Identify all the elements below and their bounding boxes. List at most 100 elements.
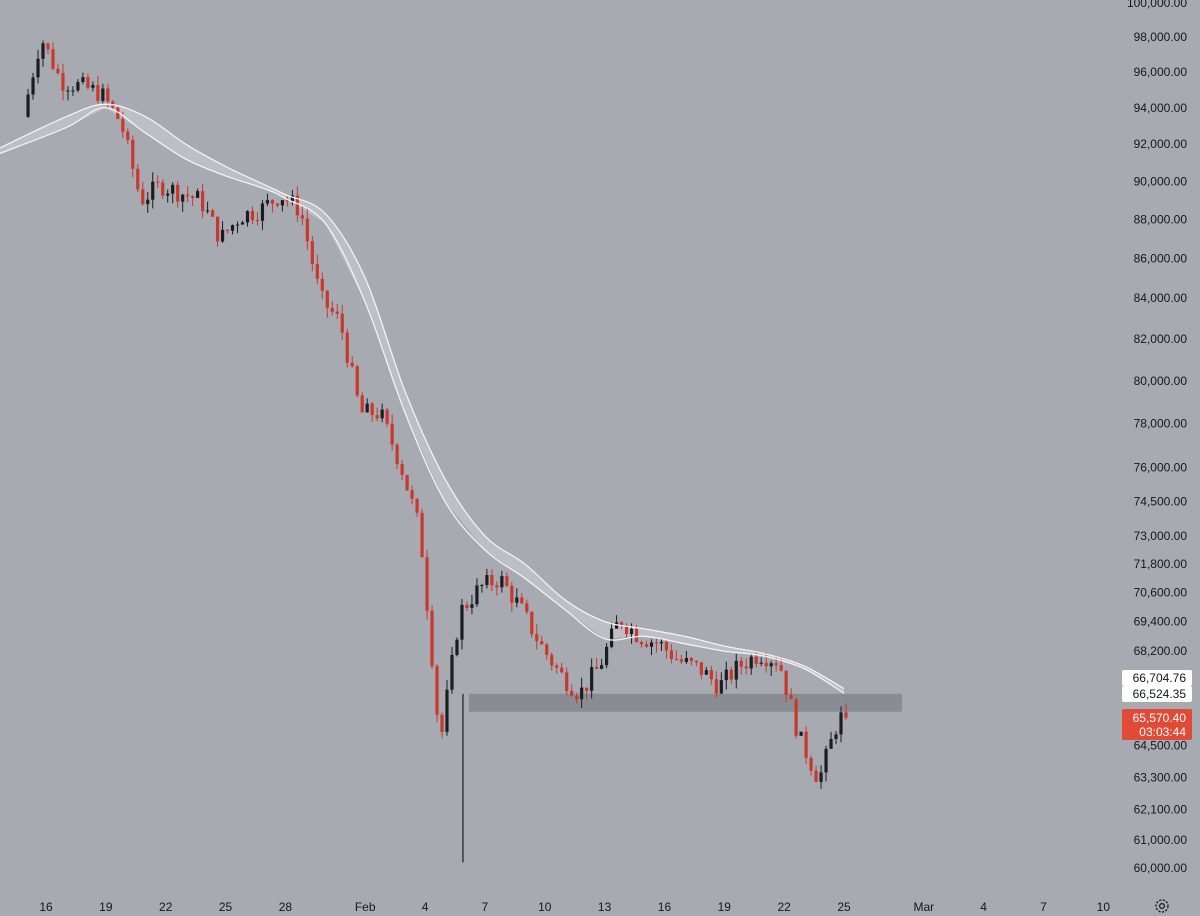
candle-body — [201, 191, 205, 212]
countdown-label: 03:03:44 — [1139, 725, 1186, 739]
y-tick-label: 61,000.00 — [1134, 833, 1188, 847]
y-tick-label: 86,000.00 — [1134, 251, 1188, 265]
candle-body — [335, 311, 339, 314]
candle-body — [679, 659, 684, 662]
candle-body — [66, 90, 70, 92]
candle-body — [126, 131, 130, 140]
candle-body — [31, 77, 35, 95]
candle-body — [629, 628, 634, 635]
candle-body — [674, 659, 679, 661]
candle-body — [300, 215, 304, 219]
candle-body — [560, 667, 564, 673]
gear-icon[interactable] — [1155, 899, 1169, 913]
x-tick-label: 19 — [718, 900, 732, 914]
x-tick-label: 4 — [422, 900, 429, 914]
candle-body — [819, 772, 823, 782]
candle-body — [86, 77, 90, 88]
candle-body — [600, 665, 604, 669]
y-tick-label: 64,500.00 — [1134, 739, 1188, 753]
candle-body — [101, 88, 105, 101]
ma-lower-tag-label: 66,524.35 — [1133, 687, 1187, 701]
candle-body — [634, 628, 639, 643]
y-tick-label: 60,000.00 — [1134, 861, 1188, 875]
x-tick-label: 10 — [538, 900, 552, 914]
candle-body — [81, 77, 85, 83]
candle-body — [435, 666, 439, 715]
candle-body — [205, 210, 210, 212]
candle-body — [580, 687, 584, 700]
candle-body — [410, 490, 414, 499]
candle-body — [445, 689, 449, 732]
candle-body — [844, 712, 848, 718]
candle-body — [230, 225, 235, 231]
candle-body — [570, 690, 574, 696]
x-tick-label: 28 — [279, 900, 293, 914]
candle-body — [814, 770, 818, 782]
candle-body — [480, 585, 484, 587]
candle-body — [470, 604, 474, 608]
candle-body — [779, 665, 783, 671]
candle-body — [475, 585, 479, 605]
candle-body — [834, 734, 838, 739]
x-tick-label: 7 — [1040, 900, 1047, 914]
candle-body — [565, 672, 569, 691]
candle-body — [275, 203, 280, 206]
candle-body — [555, 665, 559, 668]
candle-body — [699, 662, 703, 675]
candle-body — [290, 195, 294, 202]
candle-body — [804, 731, 808, 758]
candle-body — [669, 650, 674, 660]
candle-body — [799, 731, 803, 736]
y-tick-label: 73,000.00 — [1134, 529, 1188, 543]
candle-body — [71, 90, 75, 92]
candle-body — [425, 557, 429, 611]
candle-body — [525, 603, 529, 612]
y-tick-label: 82,000.00 — [1134, 332, 1188, 346]
candle-body — [345, 332, 349, 363]
candle-body — [46, 43, 50, 50]
x-tick-label: 16 — [658, 900, 672, 914]
last-price-tag-bg — [1122, 709, 1192, 740]
candle-body — [61, 73, 65, 91]
candle-body — [340, 313, 344, 333]
y-tick-label: 70,600.00 — [1134, 586, 1188, 600]
candle-body — [380, 409, 384, 419]
candle-body — [689, 657, 693, 661]
y-tick-label: 96,000.00 — [1134, 65, 1188, 79]
candle-body — [500, 576, 504, 588]
candle-body — [624, 625, 629, 635]
candle-body — [719, 680, 723, 694]
x-tick-label: 25 — [219, 900, 233, 914]
y-tick-label: 80,000.00 — [1134, 374, 1188, 388]
candle-body — [325, 290, 329, 308]
ma-lower-price-tag: 66,524.35 — [1122, 686, 1192, 702]
candle-body — [350, 362, 354, 367]
x-tick-label: 4 — [980, 900, 987, 914]
y-tick-label: 74,500.00 — [1134, 494, 1188, 508]
y-tick-label: 94,000.00 — [1134, 101, 1188, 115]
candle-body — [794, 699, 798, 736]
candle-body — [664, 641, 669, 651]
candle-body — [465, 604, 469, 608]
candle-body — [116, 107, 120, 119]
candle-body — [515, 597, 519, 603]
candle-body — [220, 229, 225, 242]
x-tick-label: 25 — [837, 900, 851, 914]
candle-body — [649, 642, 654, 647]
candle-body — [315, 264, 319, 279]
candle-body — [255, 220, 260, 222]
candle-body — [41, 43, 45, 59]
candle-body — [784, 670, 788, 695]
candle-body — [265, 200, 270, 204]
candle-body — [330, 307, 334, 312]
candle-body — [774, 663, 778, 666]
candle-body — [739, 660, 743, 667]
candle-body — [295, 195, 299, 216]
candle-body — [535, 634, 539, 642]
candle-body — [355, 366, 359, 396]
candle-body — [684, 657, 688, 662]
last-price-tag: 65,570.40 03:03:44 — [1122, 709, 1192, 740]
candle-body — [490, 575, 494, 586]
